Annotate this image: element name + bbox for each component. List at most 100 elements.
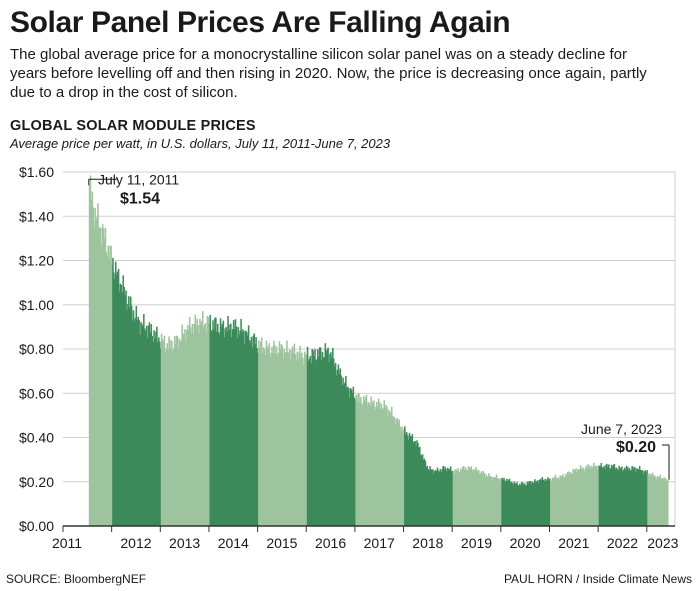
price-bar	[530, 483, 532, 526]
price-bar	[144, 330, 147, 526]
price-bar	[528, 481, 531, 526]
price-bar	[367, 401, 370, 526]
price-bar	[124, 295, 126, 526]
price-bar	[170, 348, 172, 526]
price-bar	[184, 329, 186, 526]
price-bar	[402, 431, 404, 526]
price-bar	[169, 339, 171, 526]
price-bar	[264, 355, 267, 526]
price-bar	[369, 406, 371, 526]
price-bar	[190, 333, 193, 526]
price-bar	[216, 331, 218, 526]
price-bar	[183, 333, 185, 526]
price-bar	[441, 468, 444, 526]
price-bar	[196, 318, 198, 526]
price-bar	[559, 475, 561, 526]
price-bar	[361, 405, 364, 526]
price-bar	[286, 340, 288, 526]
price-bar	[232, 320, 235, 526]
price-bar	[611, 467, 614, 526]
price-bar	[545, 481, 547, 526]
price-bar	[272, 353, 274, 526]
price-bar	[479, 473, 482, 526]
price-bar	[579, 465, 582, 526]
price-bar	[267, 348, 270, 526]
price-bar	[516, 482, 518, 526]
price-bar	[609, 469, 612, 526]
price-bar	[187, 330, 190, 526]
price-bar	[570, 473, 573, 526]
page-subtitle: The global average price for a monocryst…	[10, 46, 647, 101]
price-bar	[541, 477, 544, 526]
price-bar	[377, 398, 380, 526]
price-bar	[498, 478, 501, 526]
price-bar	[477, 471, 479, 526]
price-bar	[112, 257, 114, 526]
price-bar	[618, 465, 620, 526]
x-tick-label: 2012	[120, 535, 151, 551]
price-bar	[221, 323, 224, 526]
price-bar	[105, 252, 108, 527]
price-bar	[439, 469, 442, 526]
price-bar	[649, 473, 651, 526]
price-bar	[142, 326, 144, 526]
price-bar	[176, 336, 179, 526]
price-bar	[622, 469, 625, 526]
price-bar	[307, 361, 310, 526]
price-bar	[287, 351, 289, 526]
price-bar	[569, 471, 572, 526]
price-bar	[438, 471, 441, 526]
price-bar	[413, 441, 415, 526]
price-bar	[395, 418, 398, 526]
x-tick-label: 2021	[558, 535, 589, 551]
price-bar	[248, 340, 251, 526]
price-bar	[409, 435, 412, 526]
price-bar	[94, 207, 96, 526]
price-bar	[249, 342, 252, 526]
price-bar	[186, 330, 188, 526]
price-bar	[148, 322, 151, 526]
price-bar	[586, 467, 589, 526]
price-bar	[563, 477, 565, 526]
x-tick-label: 2013	[169, 535, 200, 551]
price-bar	[213, 329, 215, 526]
price-bar	[219, 318, 222, 526]
price-bar	[172, 348, 175, 526]
price-bar	[403, 428, 405, 526]
price-bar	[244, 343, 246, 526]
price-bar	[260, 337, 263, 526]
price-bar	[472, 469, 474, 526]
price-bar	[254, 344, 256, 526]
price-bar	[411, 434, 414, 526]
price-bar	[633, 466, 635, 526]
price-bar	[301, 352, 303, 526]
y-tick-label: $0.00	[19, 518, 54, 534]
price-bar	[564, 473, 567, 526]
price-bar	[376, 401, 378, 526]
price-bar	[619, 467, 621, 526]
price-bar	[666, 481, 668, 526]
price-bar	[242, 329, 244, 526]
price-bar	[346, 387, 348, 526]
price-bar	[327, 347, 329, 526]
price-bar	[240, 318, 242, 526]
price-bar	[137, 316, 139, 526]
price-bar	[223, 337, 226, 526]
price-bar	[565, 475, 568, 526]
price-bar	[103, 238, 106, 526]
y-tick-label: $0.60	[19, 385, 54, 401]
price-bar	[431, 469, 433, 526]
price-bar	[344, 382, 346, 526]
price-bar	[314, 348, 316, 526]
price-bar	[650, 476, 652, 526]
price-bar	[294, 354, 297, 526]
price-bar	[100, 228, 102, 526]
price-bar	[385, 405, 387, 526]
price-bar	[601, 467, 604, 526]
price-bar	[188, 316, 191, 526]
x-tick-label: 2019	[461, 535, 492, 551]
price-bar	[478, 474, 481, 526]
price-bar	[203, 324, 206, 526]
annotation-date: June 7, 2023	[581, 421, 662, 437]
price-bar	[139, 334, 141, 526]
